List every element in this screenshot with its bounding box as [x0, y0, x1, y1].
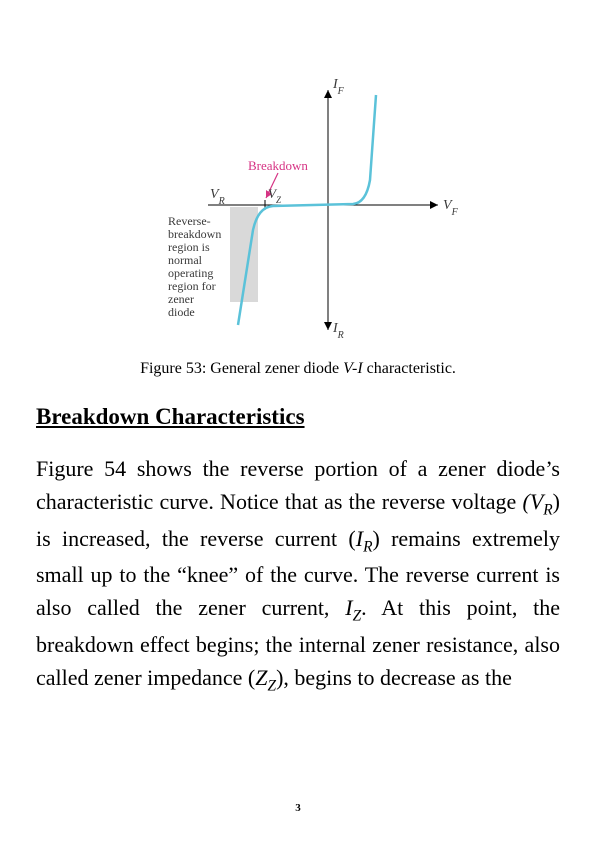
caption-prefix: Figure 53: General zener diode	[140, 360, 343, 377]
if-label: IF	[332, 77, 345, 97]
zz: Z	[255, 665, 267, 690]
figure-53: IF IR VR VF VZ Breakdown Reverse- breakd…	[36, 70, 560, 350]
body-paragraph: Figure 54 shows the reverse portion of a…	[36, 452, 560, 697]
region-text: Reverse- breakdown region is normal oper…	[168, 214, 224, 319]
p1: Figure 54 shows the reverse portion of a…	[36, 456, 560, 514]
iz-sub: Z	[353, 607, 362, 624]
zener-vi-curve: IF IR VR VF VZ Breakdown Reverse- breakd…	[138, 70, 458, 350]
caption-suffix: characteristic.	[363, 360, 456, 377]
zz-sub: Z	[268, 677, 277, 694]
section-heading: Breakdown Characteristics	[36, 404, 560, 430]
figure-caption: Figure 53: General zener diode V-I chara…	[36, 360, 560, 378]
y-axis-arrow-up	[324, 90, 332, 98]
page-number: 3	[0, 802, 596, 814]
ir: I	[356, 526, 363, 551]
vz-label: VZ	[268, 186, 282, 205]
breakdown-text: Breakdown	[248, 158, 308, 173]
iz: I	[345, 595, 352, 620]
caption-italic: V-I	[343, 360, 363, 377]
ir-label: IR	[332, 321, 344, 341]
vi-curve	[238, 95, 376, 325]
x-axis-arrow	[430, 201, 438, 209]
vr-sub: R	[543, 501, 552, 518]
vr-label: VR	[210, 187, 225, 207]
vf-label: VF	[443, 198, 458, 218]
vr: (V	[523, 489, 544, 514]
p5: ), begins to decrease as the	[276, 665, 512, 690]
y-axis-arrow-down	[324, 322, 332, 330]
